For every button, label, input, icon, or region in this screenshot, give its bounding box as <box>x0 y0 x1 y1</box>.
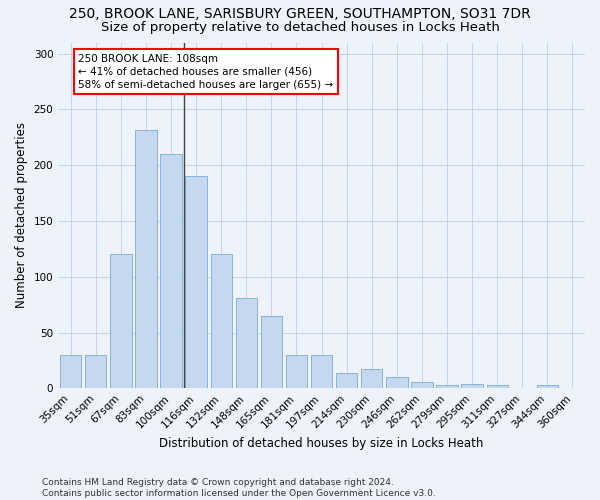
Bar <box>411 382 433 388</box>
Bar <box>85 355 106 388</box>
Bar <box>537 385 558 388</box>
Text: Size of property relative to detached houses in Locks Heath: Size of property relative to detached ho… <box>101 21 499 34</box>
Bar <box>211 254 232 388</box>
Bar <box>311 355 332 388</box>
Bar <box>386 377 407 388</box>
Text: Contains HM Land Registry data © Crown copyright and database right 2024.
Contai: Contains HM Land Registry data © Crown c… <box>42 478 436 498</box>
Bar <box>487 385 508 388</box>
Y-axis label: Number of detached properties: Number of detached properties <box>15 122 28 308</box>
Text: 250, BROOK LANE, SARISBURY GREEN, SOUTHAMPTON, SO31 7DR: 250, BROOK LANE, SARISBURY GREEN, SOUTHA… <box>69 8 531 22</box>
Bar <box>110 254 131 388</box>
Bar <box>461 384 483 388</box>
Bar <box>286 355 307 388</box>
Bar <box>261 316 282 388</box>
Bar <box>436 385 458 388</box>
Bar <box>361 370 382 388</box>
Text: 250 BROOK LANE: 108sqm
← 41% of detached houses are smaller (456)
58% of semi-de: 250 BROOK LANE: 108sqm ← 41% of detached… <box>78 54 334 90</box>
Bar <box>236 298 257 388</box>
Bar <box>60 355 82 388</box>
Bar <box>185 176 207 388</box>
Bar <box>160 154 182 388</box>
X-axis label: Distribution of detached houses by size in Locks Heath: Distribution of detached houses by size … <box>160 437 484 450</box>
Bar <box>136 130 157 388</box>
Bar <box>336 372 358 388</box>
